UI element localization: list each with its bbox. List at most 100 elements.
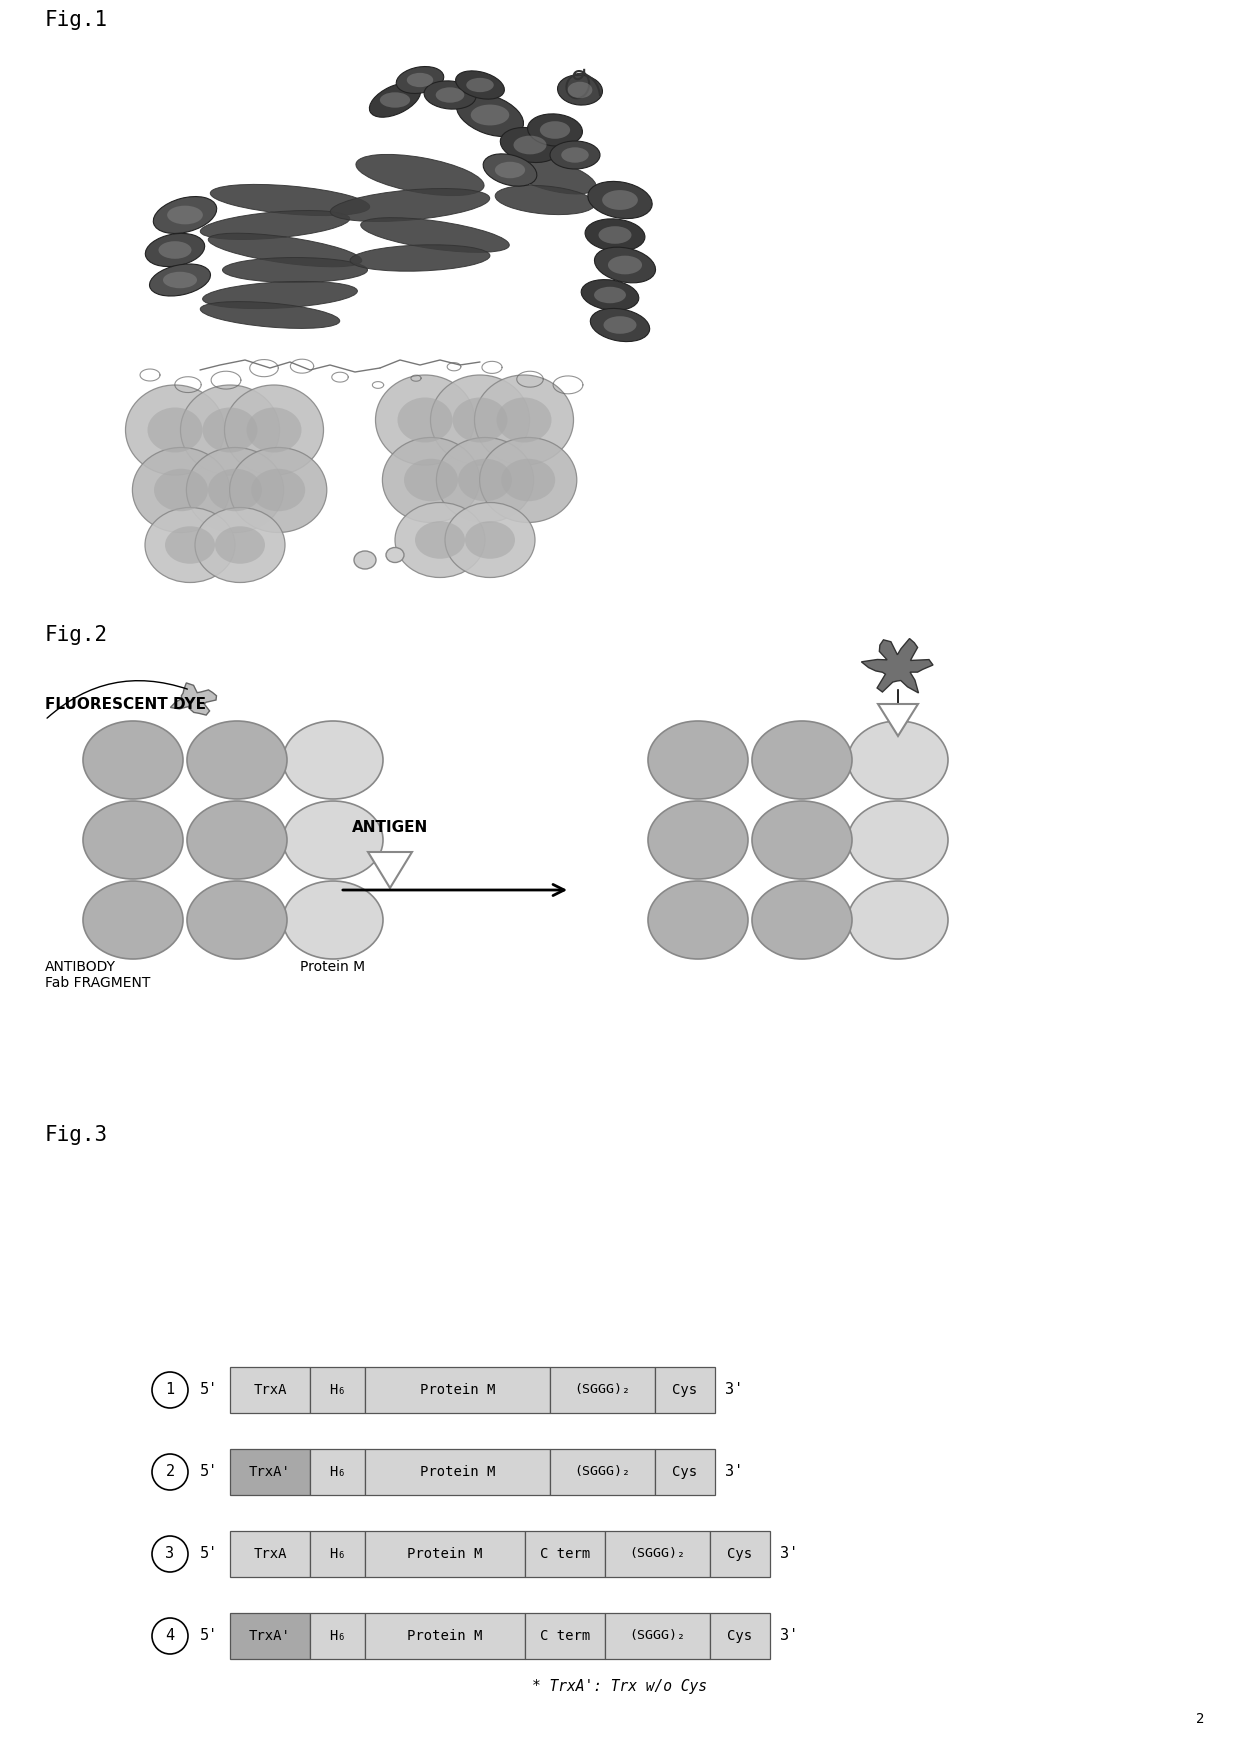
Ellipse shape xyxy=(455,71,505,99)
Ellipse shape xyxy=(475,375,573,466)
Ellipse shape xyxy=(500,127,559,163)
Ellipse shape xyxy=(215,526,265,565)
Ellipse shape xyxy=(165,526,215,565)
Ellipse shape xyxy=(330,189,490,222)
Ellipse shape xyxy=(222,257,367,283)
Ellipse shape xyxy=(186,448,284,533)
Text: H₆: H₆ xyxy=(329,1383,346,1397)
Circle shape xyxy=(153,1372,188,1409)
Ellipse shape xyxy=(83,721,184,799)
Text: C term: C term xyxy=(539,1548,590,1562)
Ellipse shape xyxy=(125,386,224,474)
Polygon shape xyxy=(862,639,932,693)
Text: 3': 3' xyxy=(780,1546,799,1562)
Text: C term: C term xyxy=(539,1629,590,1643)
Text: Protein M: Protein M xyxy=(407,1548,482,1562)
Text: 3: 3 xyxy=(165,1546,175,1562)
Ellipse shape xyxy=(590,309,650,342)
Bar xyxy=(551,1449,655,1496)
Text: 5': 5' xyxy=(200,1464,218,1480)
Bar xyxy=(711,1614,770,1659)
Ellipse shape xyxy=(379,92,410,108)
Bar xyxy=(605,1530,711,1577)
Bar xyxy=(310,1614,365,1659)
Ellipse shape xyxy=(585,219,645,252)
Text: Cys: Cys xyxy=(672,1464,698,1478)
Ellipse shape xyxy=(424,82,476,109)
Ellipse shape xyxy=(562,148,589,163)
Text: Cys: Cys xyxy=(728,1629,753,1643)
Ellipse shape xyxy=(404,459,458,502)
Ellipse shape xyxy=(603,189,637,210)
Text: * TrxA': Trx w/o Cys: * TrxA': Trx w/o Cys xyxy=(532,1678,708,1694)
Ellipse shape xyxy=(453,398,507,443)
Bar xyxy=(229,1367,310,1412)
Ellipse shape xyxy=(471,104,510,125)
Ellipse shape xyxy=(154,196,217,233)
Circle shape xyxy=(153,1536,188,1572)
Ellipse shape xyxy=(159,241,191,259)
Ellipse shape xyxy=(527,115,583,146)
Ellipse shape xyxy=(370,83,420,116)
Ellipse shape xyxy=(649,721,748,799)
Ellipse shape xyxy=(568,82,593,99)
Bar xyxy=(365,1530,525,1577)
Ellipse shape xyxy=(751,801,852,879)
Circle shape xyxy=(153,1454,188,1490)
Ellipse shape xyxy=(361,217,510,252)
Ellipse shape xyxy=(484,155,537,186)
Ellipse shape xyxy=(167,205,203,224)
Ellipse shape xyxy=(283,721,383,799)
Text: (SGGG)₂: (SGGG)₂ xyxy=(574,1383,630,1397)
Ellipse shape xyxy=(501,459,556,502)
Ellipse shape xyxy=(594,287,626,304)
Text: H₆: H₆ xyxy=(329,1548,346,1562)
Text: 3': 3' xyxy=(780,1629,799,1643)
Ellipse shape xyxy=(208,233,362,267)
Ellipse shape xyxy=(200,302,340,328)
Bar xyxy=(310,1367,365,1412)
Text: (SGGG)₂: (SGGG)₂ xyxy=(574,1466,630,1478)
Ellipse shape xyxy=(83,801,184,879)
Ellipse shape xyxy=(539,122,570,139)
Text: FLUORESCENT DYE: FLUORESCENT DYE xyxy=(45,697,206,712)
Ellipse shape xyxy=(252,469,305,511)
Ellipse shape xyxy=(445,502,534,577)
Ellipse shape xyxy=(649,801,748,879)
Text: 3': 3' xyxy=(725,1464,743,1480)
Polygon shape xyxy=(170,683,217,716)
Bar xyxy=(605,1614,711,1659)
Bar xyxy=(365,1367,551,1412)
Bar xyxy=(655,1449,715,1496)
Ellipse shape xyxy=(353,551,376,570)
Polygon shape xyxy=(368,853,412,888)
Ellipse shape xyxy=(465,521,515,559)
Bar xyxy=(551,1367,655,1412)
Ellipse shape xyxy=(283,881,383,959)
Ellipse shape xyxy=(848,721,949,799)
Ellipse shape xyxy=(649,881,748,959)
Ellipse shape xyxy=(407,73,433,87)
Ellipse shape xyxy=(435,87,464,102)
Bar xyxy=(229,1614,310,1659)
Ellipse shape xyxy=(350,245,490,271)
Text: Protein M: Protein M xyxy=(420,1383,495,1397)
Ellipse shape xyxy=(415,521,465,559)
Bar xyxy=(229,1449,310,1496)
Ellipse shape xyxy=(181,386,279,474)
Ellipse shape xyxy=(430,375,529,466)
Ellipse shape xyxy=(201,210,350,240)
Text: 3': 3' xyxy=(725,1383,743,1398)
Bar xyxy=(229,1530,310,1577)
Ellipse shape xyxy=(848,881,949,959)
Ellipse shape xyxy=(356,155,484,196)
Ellipse shape xyxy=(496,398,552,443)
Bar xyxy=(655,1367,715,1412)
Ellipse shape xyxy=(397,66,444,94)
Text: ANTIBODY
Fab FRAGMENT: ANTIBODY Fab FRAGMENT xyxy=(45,961,150,990)
Text: (SGGG)₂: (SGGG)₂ xyxy=(630,1629,686,1643)
Ellipse shape xyxy=(247,408,301,453)
Bar xyxy=(365,1614,525,1659)
Ellipse shape xyxy=(456,94,523,137)
Ellipse shape xyxy=(187,881,286,959)
